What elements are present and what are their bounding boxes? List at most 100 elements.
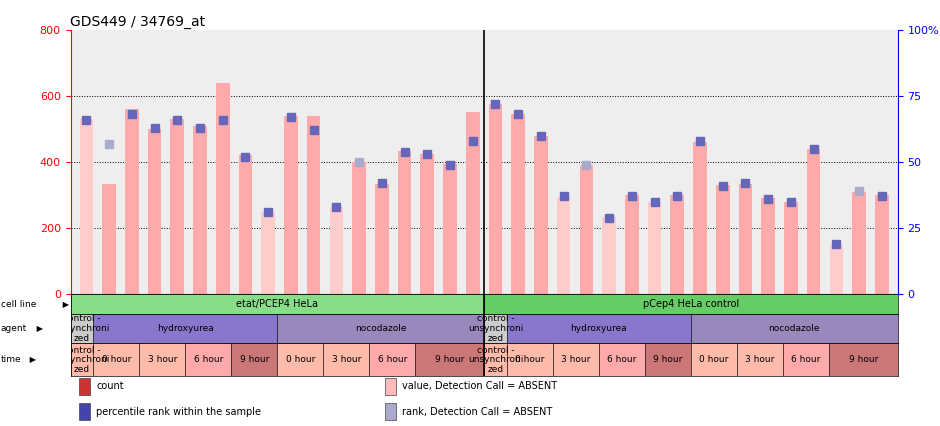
Bar — [284, 116, 298, 294]
Text: value, Detection Call = ABSENT: value, Detection Call = ABSENT — [402, 381, 557, 391]
Bar — [603, 217, 616, 294]
Bar — [807, 149, 821, 294]
Text: ▶: ▶ — [34, 324, 43, 333]
Text: 0 hour: 0 hour — [699, 355, 728, 364]
Bar — [420, 154, 434, 294]
Text: 9 hour: 9 hour — [435, 355, 464, 364]
Text: 9 hour: 9 hour — [653, 355, 682, 364]
Bar — [507, 343, 553, 377]
Text: etat/PCEP4 HeLa: etat/PCEP4 HeLa — [236, 299, 319, 309]
Text: ▶: ▶ — [60, 299, 70, 308]
Bar — [185, 343, 231, 377]
Bar — [277, 343, 323, 377]
Text: 3 hour: 3 hour — [332, 355, 361, 364]
Bar — [553, 343, 599, 377]
Text: control -
unsynchroni
zed: control - unsynchroni zed — [55, 314, 110, 343]
Bar — [170, 119, 184, 294]
Text: count: count — [96, 381, 124, 391]
Bar — [783, 343, 829, 377]
Bar — [323, 343, 369, 377]
Text: 0 hour: 0 hour — [102, 355, 132, 364]
Bar — [352, 162, 366, 294]
Text: nocodazole: nocodazole — [769, 324, 820, 333]
Text: time: time — [1, 355, 22, 364]
Bar — [70, 314, 93, 343]
Text: GDS449 / 34769_at: GDS449 / 34769_at — [70, 15, 206, 29]
Bar — [384, 378, 396, 395]
Bar — [484, 294, 898, 314]
Text: percentile rank within the sample: percentile rank within the sample — [96, 407, 261, 417]
Text: 3 hour: 3 hour — [561, 355, 590, 364]
Bar — [853, 192, 866, 294]
Bar — [466, 112, 479, 294]
Text: 3 hour: 3 hour — [148, 355, 177, 364]
Bar — [739, 184, 752, 294]
Bar — [784, 202, 798, 294]
Bar — [511, 114, 525, 294]
Bar — [625, 195, 638, 294]
Bar — [829, 245, 843, 294]
Text: hydroxyurea: hydroxyurea — [157, 324, 213, 333]
Bar — [102, 184, 116, 294]
Bar — [239, 155, 252, 294]
Bar — [125, 109, 139, 294]
Text: agent: agent — [1, 324, 27, 333]
Bar — [580, 165, 593, 294]
Bar — [648, 202, 662, 294]
Bar — [693, 142, 707, 294]
Bar — [670, 195, 684, 294]
Bar — [79, 378, 89, 395]
Bar — [599, 343, 645, 377]
Bar — [484, 343, 507, 377]
Bar — [534, 135, 548, 294]
Bar — [398, 150, 412, 294]
Text: 9 hour: 9 hour — [849, 355, 878, 364]
Text: rank, Detection Call = ABSENT: rank, Detection Call = ABSENT — [402, 407, 553, 417]
Bar — [79, 403, 89, 420]
Text: hydroxyurea: hydroxyurea — [571, 324, 627, 333]
Text: control -
unsynchroni
zed: control - unsynchroni zed — [468, 314, 524, 343]
Text: 6 hour: 6 hour — [194, 355, 223, 364]
Bar — [761, 199, 775, 294]
Bar — [277, 314, 484, 343]
Text: 6 hour: 6 hour — [791, 355, 821, 364]
Bar — [375, 184, 388, 294]
Bar — [443, 164, 457, 294]
Bar — [691, 314, 898, 343]
Bar — [384, 403, 396, 420]
Text: 6 hour: 6 hour — [607, 355, 636, 364]
Text: nocodazole: nocodazole — [355, 324, 406, 333]
Text: 0 hour: 0 hour — [515, 355, 545, 364]
Text: pCep4 HeLa control: pCep4 HeLa control — [643, 299, 739, 309]
Bar — [829, 343, 898, 377]
Bar — [875, 195, 888, 294]
Text: 9 hour: 9 hour — [240, 355, 269, 364]
Bar — [70, 294, 484, 314]
Bar — [231, 343, 277, 377]
Text: control -
unsynchroni
zed: control - unsynchroni zed — [55, 345, 110, 374]
Text: control -
unsynchroni
zed: control - unsynchroni zed — [468, 345, 524, 374]
Bar — [645, 343, 691, 377]
Bar — [148, 129, 162, 294]
Bar — [716, 185, 729, 294]
Bar — [306, 116, 321, 294]
Bar — [489, 104, 502, 294]
Text: 0 hour: 0 hour — [286, 355, 315, 364]
Bar — [93, 343, 139, 377]
Text: 3 hour: 3 hour — [745, 355, 775, 364]
Text: ▶: ▶ — [27, 355, 37, 364]
Text: cell line: cell line — [1, 299, 37, 308]
Bar — [691, 343, 737, 377]
Bar — [93, 314, 277, 343]
Bar — [194, 126, 207, 294]
Bar — [216, 83, 229, 294]
Bar — [484, 314, 507, 343]
Bar — [70, 343, 93, 377]
Bar — [261, 212, 275, 294]
Bar — [369, 343, 415, 377]
Text: 6 hour: 6 hour — [378, 355, 407, 364]
Bar — [80, 119, 93, 294]
Bar — [507, 314, 691, 343]
Bar — [556, 197, 571, 294]
Bar — [415, 343, 484, 377]
